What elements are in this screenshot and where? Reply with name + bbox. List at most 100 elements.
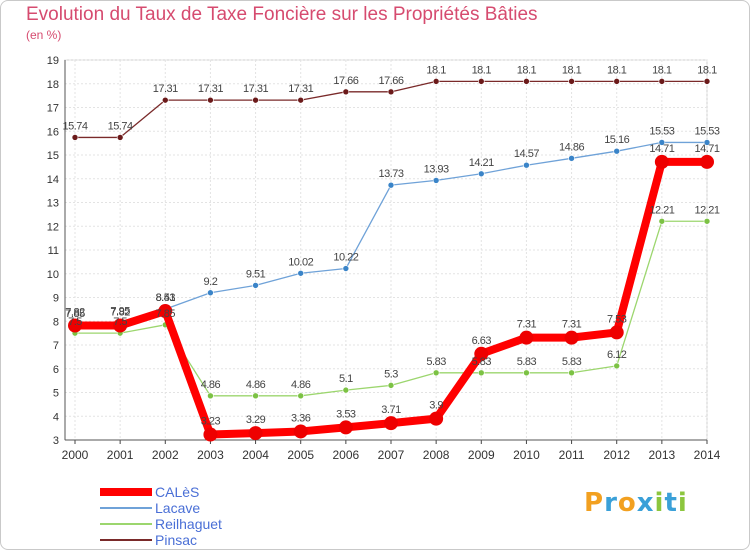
y-tick-label: 13 — [47, 198, 59, 210]
data-point-reilhaguet — [252, 392, 259, 400]
data-point-reilhaguet — [477, 369, 485, 377]
data-label-pinsac: 15.74 — [62, 120, 87, 132]
data-label-cal-s: 14.71 — [649, 143, 674, 155]
data-label-lacave: 7.95 — [110, 305, 130, 317]
data-label-pinsac: 17.66 — [378, 75, 403, 87]
legend-swatch — [100, 539, 152, 541]
grid-lines — [64, 59, 708, 441]
data-label-cal-s: 3.71 — [381, 404, 401, 416]
data-point-pinsac — [477, 78, 485, 85]
data-label-lacave: 9.2 — [204, 276, 218, 288]
data-point-lacave — [297, 269, 305, 277]
logo-letter: i — [654, 488, 665, 518]
logo-letter: r — [604, 488, 618, 518]
data-label-cal-s: 7.82 — [65, 307, 85, 319]
data-point-reilhaguet — [432, 369, 440, 377]
data-label-lacave: 15.53 — [649, 125, 674, 137]
data-label-lacave: 9.51 — [246, 268, 266, 280]
data-label-cal-s: 7.53 — [607, 313, 627, 325]
x-tick-label: 2006 — [333, 448, 360, 462]
data-point-reilhaguet — [568, 369, 575, 377]
data-label-lacave: 14.21 — [469, 157, 494, 169]
data-label-cal-s: 3.23 — [201, 416, 221, 428]
data-label-reilhaguet: 4.86 — [201, 379, 221, 391]
data-point-cal-s — [564, 330, 579, 345]
chart-subtitle: (en %) — [26, 28, 62, 42]
data-point-lacave — [613, 147, 621, 155]
data-point-pinsac — [207, 96, 214, 104]
axes: 3 4 5 6 7 8 9 10 11 12 13 14 15 16 17 18 19 2000 2001 2002 2… — [47, 55, 721, 462]
data-point-pinsac — [613, 78, 621, 85]
data-label-lacave: 7.85 — [65, 308, 85, 320]
x-tick-label: 2003 — [197, 448, 224, 462]
data-point-cal-s — [519, 330, 534, 345]
proxiti-logo: Proxiti — [584, 488, 688, 518]
legend-label: CALèS — [155, 484, 200, 500]
data-label-lacave: 8.51 — [156, 292, 176, 304]
data-label-cal-s: 8.43 — [156, 292, 176, 304]
data-label-reilhaguet: 12.21 — [649, 204, 674, 216]
data-point-lacave — [342, 265, 350, 272]
data-label-pinsac: 18.1 — [472, 64, 492, 76]
data-label-pinsac: 17.66 — [333, 75, 358, 87]
y-tick-label: 18 — [47, 79, 59, 91]
data-label-reilhaguet: 4.86 — [246, 379, 266, 391]
data-point-lacave — [523, 161, 530, 169]
data-label-pinsac: 15.74 — [108, 120, 133, 132]
data-point-cal-s — [248, 426, 263, 441]
data-label-lacave: 14.86 — [559, 141, 584, 153]
data-label-pinsac: 18.1 — [607, 64, 627, 76]
y-tick-label: 10 — [47, 269, 59, 281]
data-label-lacave: 15.16 — [604, 134, 629, 146]
logo-letter: t — [664, 488, 678, 518]
y-tick-label: 4 — [53, 411, 59, 423]
data-point-pinsac — [703, 78, 711, 85]
data-point-cal-s — [113, 318, 128, 333]
legend: CALèS Lacave Reilhaguet Pinsac — [100, 484, 320, 548]
y-tick-label: 5 — [53, 388, 59, 400]
data-point-pinsac — [658, 78, 666, 85]
data-label-cal-s: 3.29 — [246, 414, 266, 426]
logo-letter: o — [617, 488, 637, 518]
data-label-reilhaguet: 5.83 — [517, 356, 537, 368]
y-tick-label: 12 — [47, 221, 59, 233]
y-tick-label: 8 — [53, 316, 59, 328]
data-label-lacave: 10.22 — [333, 252, 358, 264]
data-point-lacave — [432, 177, 440, 184]
data-label-reilhaguet: 4.86 — [291, 379, 311, 391]
data-label-reilhaguet: 5.3 — [384, 368, 398, 380]
logo-letter: x — [636, 488, 655, 518]
data-point-reilhaguet — [703, 217, 711, 225]
data-point-cal-s — [654, 154, 669, 169]
data-point-reilhaguet — [523, 369, 530, 377]
legend-item-cal-s: CALèS — [100, 484, 320, 500]
legend-label: Reilhaguet — [155, 516, 222, 532]
data-label-lacave: 15.53 — [694, 125, 719, 137]
data-point-cal-s — [203, 427, 218, 442]
y-tick-label: 7 — [53, 340, 59, 352]
data-point-cal-s — [474, 346, 489, 361]
data-point-pinsac — [342, 88, 350, 96]
data-label-reilhaguet: 7.5 — [113, 316, 127, 328]
data-label-cal-s: 3.53 — [336, 408, 356, 420]
data-label-cal-s: 6.63 — [472, 335, 492, 347]
data-label-reilhaguet: 6.12 — [607, 349, 627, 361]
data-label-reilhaguet: 7.5 — [68, 316, 82, 328]
data-label-cal-s: 7.82 — [110, 307, 130, 319]
legend-item-lacave: Lacave — [100, 500, 320, 516]
data-point-pinsac — [116, 134, 124, 141]
legend-item-reilhaguet: Reilhaguet — [100, 516, 320, 532]
data-label-cal-s: 14.71 — [694, 143, 719, 155]
series-layer — [68, 78, 714, 442]
data-label-cal-s: 7.31 — [562, 319, 582, 331]
data-label-reilhaguet: 5.1 — [339, 373, 353, 385]
x-tick-label: 2001 — [107, 448, 134, 462]
data-label-pinsac: 17.31 — [288, 83, 313, 95]
data-point-reilhaguet — [207, 392, 214, 400]
data-point-pinsac — [568, 78, 575, 85]
data-label-reilhaguet: 5.83 — [562, 356, 582, 368]
data-label-lacave: 13.73 — [378, 168, 403, 180]
x-tick-label: 2008 — [423, 448, 450, 462]
x-tick-label: 2012 — [603, 448, 630, 462]
data-point-reilhaguet — [342, 386, 350, 394]
